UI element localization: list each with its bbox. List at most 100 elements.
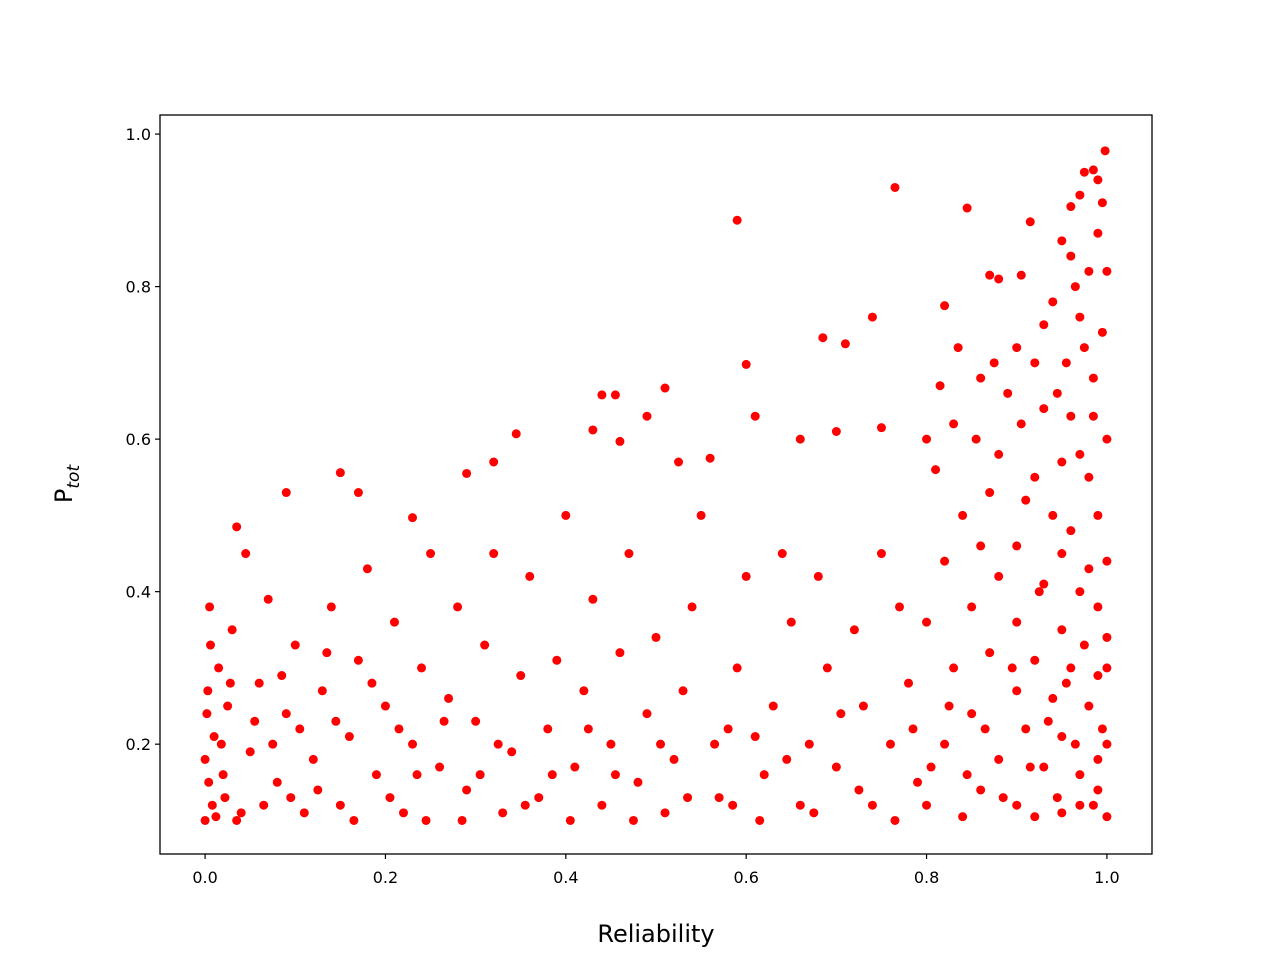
point [985, 648, 995, 658]
point [322, 648, 332, 658]
point [200, 754, 210, 764]
point [1066, 411, 1076, 421]
point [994, 571, 1004, 581]
point [308, 754, 318, 764]
point [547, 770, 557, 780]
x-tick-label: 0.6 [733, 868, 758, 887]
point [367, 678, 377, 688]
x-tick-label: 0.2 [373, 868, 398, 887]
point [759, 770, 769, 780]
point [220, 793, 230, 803]
point [836, 709, 846, 719]
point [588, 425, 598, 435]
point [498, 808, 508, 818]
point [867, 800, 877, 810]
point [777, 549, 787, 559]
point [317, 686, 327, 696]
point [967, 602, 977, 612]
point [651, 632, 661, 642]
point [949, 419, 959, 429]
point [904, 678, 914, 688]
point [1039, 579, 1049, 589]
point [1007, 663, 1017, 673]
point [435, 762, 445, 772]
point [624, 549, 634, 559]
point [209, 732, 219, 742]
point [976, 373, 986, 383]
point [565, 815, 575, 825]
point [570, 762, 580, 772]
points [200, 146, 1112, 825]
point [489, 457, 499, 467]
point [561, 510, 571, 520]
point [1003, 388, 1013, 398]
point [389, 617, 399, 627]
x-tick-label: 1.0 [1094, 868, 1119, 887]
point [660, 383, 670, 393]
point [1016, 270, 1026, 280]
point [349, 815, 359, 825]
point [935, 381, 945, 391]
point [1102, 663, 1112, 673]
point [525, 571, 535, 581]
point [1057, 808, 1067, 818]
point [214, 663, 224, 673]
x-tick-label: 0.8 [914, 868, 939, 887]
point [259, 800, 269, 810]
y-tick-label: 0.6 [126, 430, 151, 449]
point [1084, 472, 1094, 482]
point [331, 716, 341, 726]
point [1075, 449, 1085, 459]
point [200, 815, 210, 825]
point [1079, 167, 1089, 177]
point [398, 808, 408, 818]
point [380, 701, 390, 711]
y-label-main: P [50, 489, 78, 503]
point [203, 686, 213, 696]
point [804, 739, 814, 749]
point [813, 571, 823, 581]
point [1048, 510, 1058, 520]
point [885, 739, 895, 749]
point [732, 663, 742, 673]
point [610, 390, 620, 400]
point [809, 808, 819, 818]
point [980, 724, 990, 734]
point [254, 678, 264, 688]
point [1079, 640, 1089, 650]
point [1084, 266, 1094, 276]
point [439, 716, 449, 726]
point [976, 785, 986, 795]
point [962, 770, 972, 780]
point [876, 549, 886, 559]
point [385, 793, 395, 803]
point [335, 468, 345, 478]
point [520, 800, 530, 810]
point [705, 453, 715, 463]
point [534, 793, 544, 803]
point [552, 655, 562, 665]
point [1093, 602, 1103, 612]
point [1088, 165, 1098, 175]
point [1070, 739, 1080, 749]
point [1012, 800, 1022, 810]
point [1030, 812, 1040, 822]
point [858, 701, 868, 711]
point [750, 732, 760, 742]
point [1097, 327, 1107, 337]
point [890, 815, 900, 825]
point [656, 739, 666, 749]
point [1075, 800, 1085, 810]
point [994, 274, 1004, 284]
point [633, 777, 643, 787]
point [223, 701, 233, 711]
point [583, 724, 593, 734]
point [204, 777, 214, 787]
point [1093, 754, 1103, 764]
point [480, 640, 490, 650]
point [953, 343, 963, 353]
point [421, 815, 431, 825]
point [353, 655, 363, 665]
point [211, 812, 221, 822]
point [408, 739, 418, 749]
